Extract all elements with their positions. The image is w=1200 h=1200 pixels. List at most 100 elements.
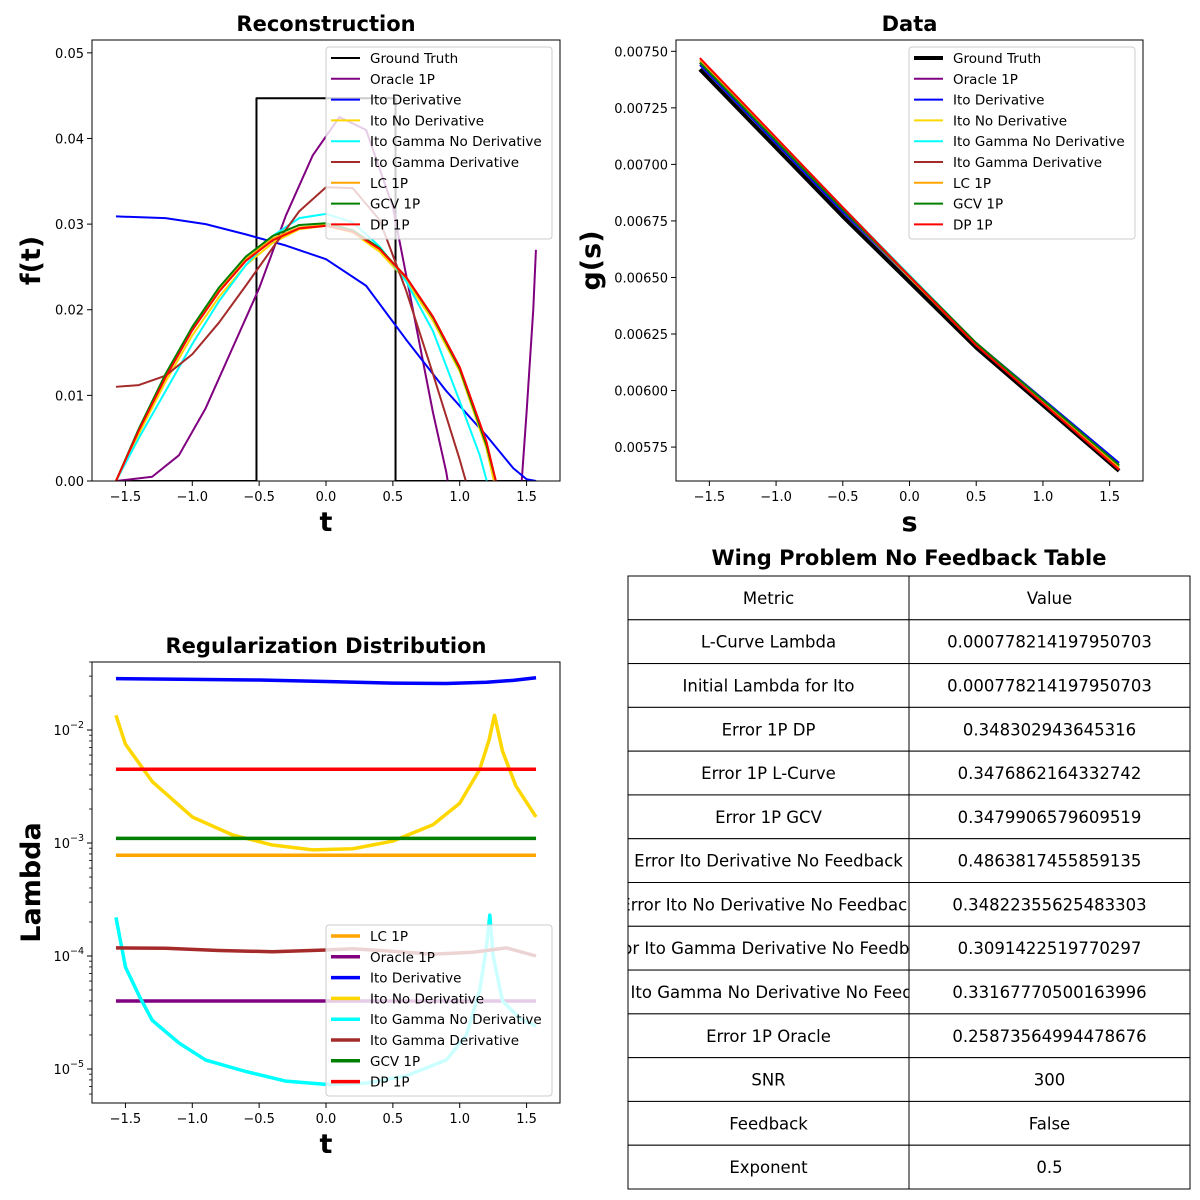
table-cell — [908, 1057, 1191, 1102]
regularization-x-axis-label: t — [320, 1129, 333, 1160]
regularization-title: Regularization Distribution — [166, 634, 487, 658]
legend-label: Ito Gamma No Derivative — [370, 134, 542, 150]
x-tick-label: −0.5 — [827, 490, 859, 505]
legend-label: Ito Derivative — [953, 93, 1044, 109]
table-cell-metric: Feedback — [729, 1114, 808, 1133]
y-tick-label: 0.00700 — [614, 158, 668, 173]
table-cell — [908, 925, 1191, 971]
series-line-ito-no-derivative — [115, 224, 495, 481]
y-tick-label: 0.03 — [55, 218, 84, 233]
table-cell — [627, 1144, 910, 1190]
x-tick-label: −1.0 — [176, 1112, 208, 1127]
y-tick-label: 0.02 — [55, 304, 84, 319]
table-cell-metric: Error Ito Gamma No Derivative No Feedbac… — [585, 983, 952, 1002]
legend-label: GCV 1P — [953, 197, 1003, 213]
y-tick-label: 0.00725 — [614, 102, 668, 117]
y-tick-label: 10−2 — [53, 720, 84, 739]
table-cell-metric: Error 1P L-Curve — [701, 764, 836, 783]
series-line-ito-gamma-derivative — [115, 186, 467, 481]
data-chart: Data −1.5 −1.0 −0.5 0.0 0.5 1.0 1.5 0.00575 0.006… — [576, 12, 1144, 538]
legend-label: Ito Derivative — [370, 971, 461, 987]
y-tick-label: 0.00625 — [614, 328, 668, 343]
legend-label: Ground Truth — [370, 51, 458, 67]
legend-box — [908, 46, 1136, 240]
results-table: Wing Problem No Feedback Table Metric Valu… — [585, 546, 1191, 1190]
table-cell — [908, 619, 1191, 665]
regularization-legend: LC 1P Oracle 1P Ito Derivative Ito No Deriv… — [325, 924, 553, 1097]
table-cell-metric: Error Ito Derivative No Feedback — [634, 852, 903, 871]
table-cell-value: 0.25873564994478676 — [952, 1027, 1146, 1046]
table-cell-metric: SNR — [751, 1071, 785, 1090]
y-tick-label: 0.00600 — [614, 385, 668, 400]
legend-label: DP 1P — [370, 1075, 410, 1091]
table-cell-metric: Exponent — [729, 1158, 808, 1177]
x-tick-label: 1.0 — [449, 1112, 470, 1127]
legend-label: Ground Truth — [953, 51, 1041, 67]
x-tick-label: 1.5 — [516, 490, 537, 505]
x-tick-label: 0.0 — [316, 1112, 337, 1127]
table-row: Error Ito Gamma No Derivative No Feedbac… — [585, 969, 1191, 1015]
legend-label: Ito Gamma Derivative — [370, 1033, 519, 1049]
y-tick-label: 10−5 — [53, 1059, 84, 1078]
y-tick-label: 0.00575 — [614, 441, 668, 456]
table-cell-metric: Error 1P GCV — [715, 808, 822, 827]
x-tick-label: −0.5 — [243, 1112, 275, 1127]
table-cell — [908, 1100, 1191, 1146]
x-tick-label: −1.5 — [110, 1112, 142, 1127]
x-tick-label: −1.5 — [694, 490, 726, 505]
table-cell-value: 0.348302943645316 — [963, 720, 1136, 739]
table-cell — [908, 1144, 1191, 1190]
table-cell-value: 0.000778214197950703 — [947, 676, 1152, 695]
regularization-y-axis-label: Lambda — [16, 822, 47, 942]
y-tick-label: 10−4 — [53, 946, 84, 965]
table-cell — [908, 838, 1191, 884]
y-tick-label: 0.05 — [55, 47, 84, 62]
reconstruction-x-axis-label: t — [320, 507, 333, 538]
x-tick-label: −0.5 — [243, 490, 275, 505]
table-header-metric: Metric — [743, 589, 794, 608]
table-title: Wing Problem No Feedback Table — [711, 546, 1106, 570]
table-cell-value: 0.3479906579609519 — [958, 808, 1142, 827]
x-tick-label: 0.5 — [383, 490, 404, 505]
series-line-ground-truth — [698, 68, 1121, 473]
y-tick-label: 0.00 — [55, 475, 84, 490]
table-cell-metric: Error Ito No Derivative No Feedback — [620, 895, 917, 914]
table-row: SNR 300 — [627, 1057, 1191, 1102]
legend-label: Ito Gamma Derivative — [370, 155, 519, 171]
legend-label: Ito No Derivative — [370, 991, 484, 1007]
table-cell-value: 300 — [1034, 1071, 1066, 1090]
legend-label: Ito Gamma No Derivative — [953, 134, 1125, 150]
legend-box — [325, 46, 553, 240]
table-row: Error Ito Derivative No Feedback 0.486381… — [627, 838, 1191, 884]
legend-label: Ito No Derivative — [953, 113, 1067, 129]
x-tick-label: −1.0 — [760, 490, 792, 505]
table-cell — [627, 619, 910, 665]
x-tick-label: −1.5 — [110, 490, 142, 505]
table-cell — [908, 794, 1191, 840]
legend-label: Oracle 1P — [953, 72, 1018, 88]
series-line-ito-no-derivative — [114, 713, 538, 852]
y-tick-label: 10−3 — [53, 833, 84, 852]
table-cell — [627, 575, 910, 621]
table-cell-value: 0.4863817455859135 — [958, 852, 1142, 871]
legend-label: Oracle 1P — [370, 950, 435, 966]
table-header-value: Value — [1027, 589, 1072, 608]
table-cell — [908, 663, 1191, 708]
table-row: Error 1P DP 0.348302943645316 — [627, 706, 1191, 752]
x-tick-label: 0.5 — [966, 490, 987, 505]
data-legend: Ground Truth Oracle 1P Ito Derivative Ito N… — [908, 46, 1136, 240]
table-cell-value: 0.3091422519770297 — [958, 939, 1142, 958]
table-cell — [908, 706, 1191, 752]
table-row: Error 1P GCV 0.3479906579609519 — [627, 794, 1191, 840]
table-cell-value: 0.000778214197950703 — [947, 633, 1152, 652]
regularization-chart: Regularization Distribution −1.5 −1.0 −0.5 0… — [16, 634, 561, 1160]
table-cell — [627, 706, 910, 752]
legend-label: DP 1P — [370, 217, 410, 233]
series-line-dp-1p — [699, 57, 1120, 471]
legend-label: LC 1P — [370, 929, 408, 945]
series-line-dp-1p — [115, 224, 497, 481]
legend-label: GCV 1P — [370, 197, 420, 213]
legend-label: LC 1P — [370, 176, 408, 192]
x-tick-label: 0.5 — [383, 1112, 404, 1127]
